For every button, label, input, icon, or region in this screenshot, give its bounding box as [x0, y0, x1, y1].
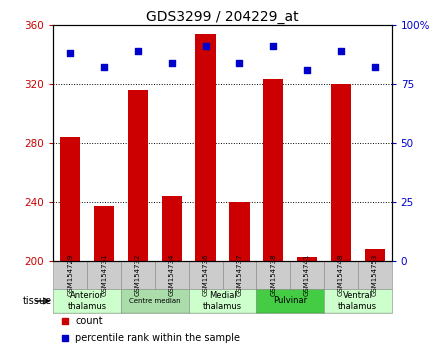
Bar: [195, 34, 216, 261]
Bar: [229, 202, 250, 261]
Text: GSM154737: GSM154737: [236, 254, 243, 296]
Bar: [256, 261, 290, 289]
Point: [236, 60, 243, 65]
Bar: [155, 261, 189, 289]
Title: GDS3299 / 204229_at: GDS3299 / 204229_at: [146, 10, 299, 24]
Bar: [331, 84, 351, 261]
Point: [371, 64, 378, 70]
Text: percentile rank within the sample: percentile rank within the sample: [75, 333, 240, 343]
Bar: [121, 289, 189, 313]
Bar: [263, 79, 283, 261]
Point: [168, 60, 175, 65]
Text: GSM154736: GSM154736: [202, 254, 209, 296]
Bar: [324, 289, 392, 313]
Bar: [94, 206, 114, 261]
Point: [67, 50, 74, 56]
Text: GSM154741: GSM154741: [304, 254, 310, 296]
Bar: [297, 257, 317, 261]
Bar: [290, 261, 324, 289]
Text: Ventral
thalamus: Ventral thalamus: [338, 291, 377, 311]
Text: GSM154729: GSM154729: [67, 254, 73, 296]
Bar: [128, 90, 148, 261]
Point: [101, 64, 108, 70]
Bar: [121, 261, 155, 289]
Text: GSM154732: GSM154732: [135, 254, 141, 296]
Text: GSM154734: GSM154734: [169, 254, 175, 296]
Point: [303, 67, 311, 73]
Bar: [87, 261, 121, 289]
Bar: [364, 249, 385, 261]
Text: GSM154738: GSM154738: [270, 254, 276, 296]
Bar: [189, 289, 256, 313]
Text: GSM154753: GSM154753: [372, 254, 378, 296]
Text: GSM154748: GSM154748: [338, 254, 344, 296]
Point: [134, 48, 142, 53]
Bar: [222, 261, 256, 289]
Text: Anterior
thalamus: Anterior thalamus: [68, 291, 107, 311]
Point: [270, 43, 277, 49]
Text: count: count: [75, 316, 103, 326]
Bar: [324, 261, 358, 289]
Text: Medial
thalamus: Medial thalamus: [203, 291, 242, 311]
Bar: [162, 196, 182, 261]
Text: tissue: tissue: [23, 296, 52, 306]
Bar: [60, 137, 81, 261]
Bar: [189, 261, 222, 289]
Bar: [256, 289, 324, 313]
Text: GSM154731: GSM154731: [101, 254, 107, 296]
Text: Centre median: Centre median: [129, 298, 181, 304]
Text: Pulvinar: Pulvinar: [273, 296, 307, 306]
Bar: [53, 261, 87, 289]
Bar: [53, 289, 121, 313]
Bar: [358, 261, 392, 289]
Point: [202, 43, 209, 49]
Point: [337, 48, 344, 53]
